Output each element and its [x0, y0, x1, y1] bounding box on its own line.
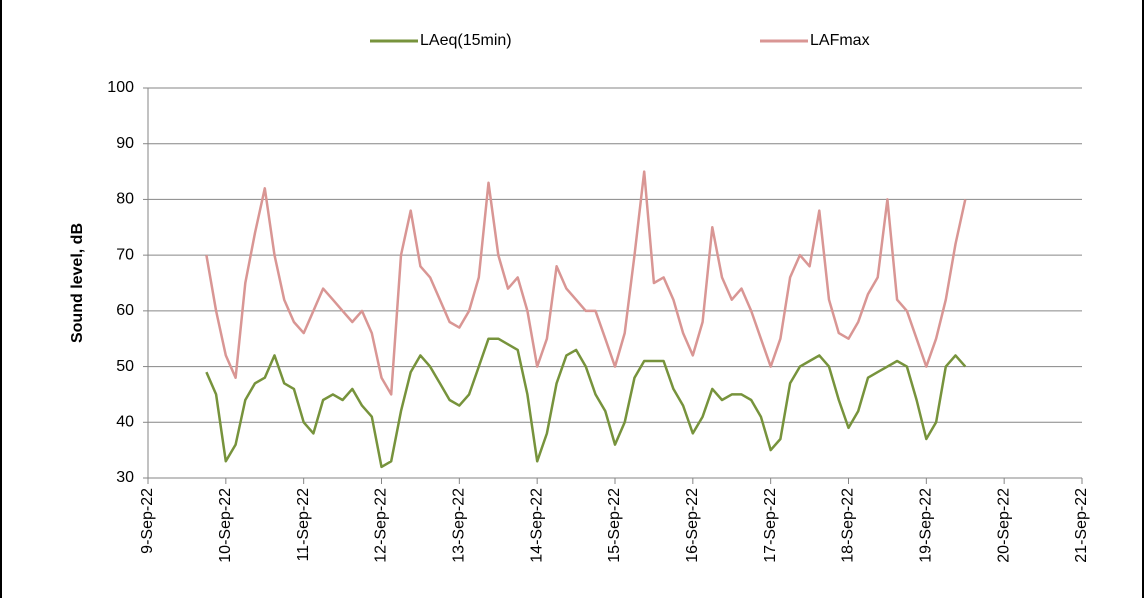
y-tick-label: 70	[116, 246, 134, 263]
y-tick-label: 60	[116, 302, 134, 319]
y-tick-label: 50	[116, 358, 134, 375]
y-tick-label: 40	[116, 414, 134, 431]
y-tick-label: 100	[107, 79, 134, 96]
x-tick-label: 16-Sep-22	[684, 488, 701, 563]
x-tick-label: 12-Sep-22	[373, 488, 390, 563]
x-tick-label: 9-Sep-22	[139, 488, 156, 554]
y-axis-label: Sound level, dB	[69, 223, 86, 343]
series-line	[205, 337, 967, 469]
legend-label: LAFmax	[810, 32, 870, 49]
x-tick-label: 13-Sep-22	[451, 488, 468, 563]
x-tick-label: 17-Sep-22	[762, 488, 779, 563]
series-line	[205, 170, 967, 396]
x-tick-label: 11-Sep-22	[295, 488, 312, 562]
y-tick-label: 90	[116, 135, 134, 152]
x-tick-label: 20-Sep-22	[995, 488, 1012, 563]
x-tick-label: 19-Sep-22	[918, 488, 935, 563]
x-tick-label: 21-Sep-22	[1073, 488, 1090, 563]
x-tick-label: 14-Sep-22	[528, 488, 545, 563]
x-tick-label: 15-Sep-22	[606, 488, 623, 563]
y-tick-label: 30	[116, 469, 134, 486]
x-tick-label: 10-Sep-22	[217, 488, 234, 563]
legend-label: LAeq(15min)	[420, 32, 512, 49]
y-tick-label: 80	[116, 191, 134, 208]
x-tick-label: 18-Sep-22	[840, 488, 857, 563]
